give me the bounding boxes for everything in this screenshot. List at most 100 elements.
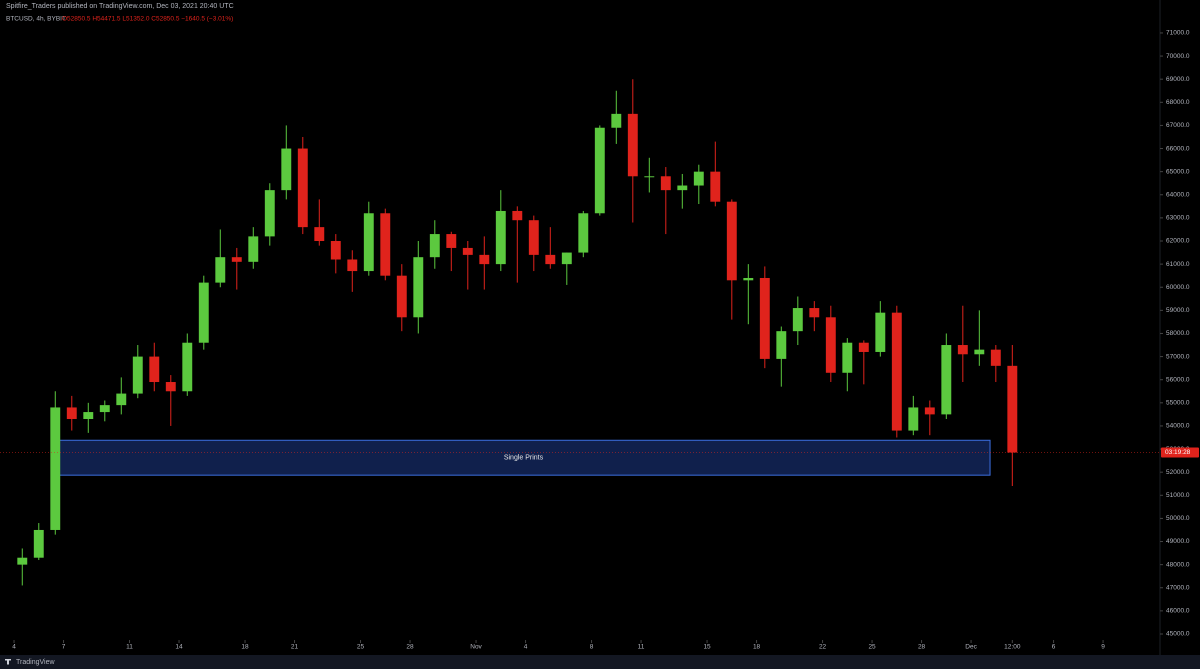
candle-body bbox=[198, 282, 209, 343]
countdown-label: 03:19:28 bbox=[1165, 449, 1191, 456]
publisher-text: Spitfire_Traders published on TradingVie… bbox=[6, 3, 234, 10]
footer-brand: TradingView bbox=[16, 659, 55, 666]
last-price-tag bbox=[1161, 447, 1199, 458]
candle-body bbox=[528, 220, 539, 255]
candle-body bbox=[83, 412, 94, 420]
y-tick-label: 63000.0 bbox=[1166, 215, 1190, 222]
x-tick-label: 11 bbox=[126, 644, 133, 651]
x-tick-label: 9 bbox=[1101, 644, 1105, 651]
y-tick-label: 58000.0 bbox=[1166, 330, 1190, 337]
candle-body bbox=[710, 171, 721, 202]
y-tick-label: 50000.0 bbox=[1166, 515, 1190, 522]
y-tick-label: 69000.0 bbox=[1166, 76, 1190, 83]
y-tick-label: 48000.0 bbox=[1166, 561, 1190, 568]
candle-body bbox=[660, 176, 671, 191]
candle-body bbox=[1007, 365, 1018, 453]
ohlc-text: O52850.5 H54471.5 L51352.0 C52850.5 −164… bbox=[62, 16, 233, 23]
candle-body bbox=[594, 127, 605, 214]
candle-body bbox=[842, 342, 853, 373]
candle-body bbox=[990, 349, 1001, 366]
candle-body bbox=[429, 234, 440, 258]
candle-body bbox=[908, 407, 919, 431]
candle-body bbox=[149, 356, 160, 383]
y-tick-label: 62000.0 bbox=[1166, 238, 1190, 245]
candle-body bbox=[512, 210, 523, 221]
y-tick-label: 68000.0 bbox=[1166, 99, 1190, 106]
x-tick-label: Nov bbox=[470, 644, 482, 651]
candle-body bbox=[924, 407, 935, 415]
candle-body bbox=[380, 213, 391, 276]
x-tick-label: 28 bbox=[406, 644, 414, 651]
candle-body bbox=[165, 382, 176, 392]
x-tick-label: 25 bbox=[868, 644, 876, 651]
candle-body bbox=[396, 275, 407, 318]
candle-body bbox=[743, 277, 754, 281]
candle-body bbox=[545, 254, 556, 265]
y-tick-label: 57000.0 bbox=[1166, 353, 1190, 360]
logo-icon bbox=[5, 659, 11, 665]
candle-body bbox=[297, 148, 308, 228]
candle-body bbox=[182, 342, 193, 392]
y-tick-label: 67000.0 bbox=[1166, 122, 1190, 129]
candle-body bbox=[132, 356, 143, 394]
y-tick-label: 59000.0 bbox=[1166, 307, 1190, 314]
candle-body bbox=[875, 312, 886, 352]
candle-body bbox=[726, 201, 737, 281]
x-tick-label: 22 bbox=[819, 644, 827, 651]
x-tick-label: 18 bbox=[241, 644, 249, 651]
y-tick-label: 46000.0 bbox=[1166, 608, 1190, 615]
candle-body bbox=[627, 113, 638, 177]
x-tick-label: 18 bbox=[753, 644, 761, 651]
candle-body bbox=[413, 257, 424, 318]
candle-body bbox=[231, 257, 242, 262]
y-tick-label: 66000.0 bbox=[1166, 145, 1190, 152]
x-tick-label: 14 bbox=[175, 644, 183, 651]
candle-body bbox=[611, 113, 622, 128]
candle-body bbox=[957, 345, 968, 355]
x-tick-label: Dec bbox=[965, 644, 977, 651]
x-tick-label: 11 bbox=[638, 644, 645, 651]
candle-body bbox=[17, 557, 28, 565]
candle-body bbox=[330, 241, 341, 260]
y-tick-label: 71000.0 bbox=[1166, 30, 1190, 37]
candle-body bbox=[759, 277, 770, 359]
x-tick-label: 7 bbox=[62, 644, 66, 651]
candle-body bbox=[825, 317, 836, 373]
candle-body bbox=[495, 210, 506, 265]
y-tick-label: 54000.0 bbox=[1166, 423, 1190, 430]
x-tick-label: 28 bbox=[918, 644, 926, 651]
symbol-text: BTCUSD, 4h, BYBIT bbox=[6, 16, 66, 23]
x-tick-label: 6 bbox=[1052, 644, 1056, 651]
candle-body bbox=[677, 185, 688, 191]
candle-body bbox=[974, 349, 985, 355]
y-tick-label: 51000.0 bbox=[1166, 492, 1190, 499]
candle-body bbox=[644, 176, 655, 178]
y-tick-label: 52000.0 bbox=[1166, 469, 1190, 476]
candle-body bbox=[792, 308, 803, 332]
y-tick-label: 47000.0 bbox=[1166, 584, 1190, 591]
x-tick-label: 12:00 bbox=[1004, 644, 1021, 651]
candle-body bbox=[941, 345, 952, 415]
candle-body bbox=[693, 171, 704, 186]
candle-body bbox=[891, 312, 902, 431]
zone-label: Single Prints bbox=[504, 455, 544, 462]
candle-body bbox=[809, 308, 820, 318]
candle-body bbox=[363, 213, 374, 272]
y-tick-label: 60000.0 bbox=[1166, 284, 1190, 291]
candle-body bbox=[446, 234, 457, 248]
candle-body bbox=[215, 257, 226, 283]
footer-bar bbox=[0, 655, 1200, 669]
y-tick-label: 49000.0 bbox=[1166, 538, 1190, 545]
x-tick-label: 4 bbox=[524, 644, 528, 651]
x-tick-label: 21 bbox=[291, 644, 299, 651]
y-tick-label: 70000.0 bbox=[1166, 53, 1190, 60]
candle-body bbox=[578, 213, 589, 253]
candle-body bbox=[462, 247, 473, 255]
y-tick-label: 65000.0 bbox=[1166, 168, 1190, 175]
candle-body bbox=[858, 342, 869, 352]
y-tick-label: 64000.0 bbox=[1166, 191, 1190, 198]
candle-body bbox=[33, 529, 44, 558]
candle-body bbox=[479, 254, 490, 265]
